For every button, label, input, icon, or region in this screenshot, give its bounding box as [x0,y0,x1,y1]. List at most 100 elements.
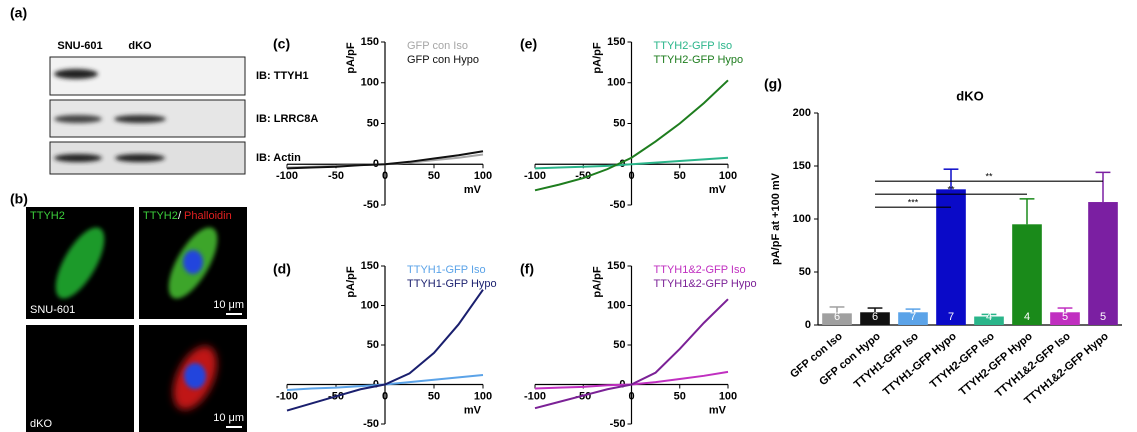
x-tick-label: 100 [719,170,737,182]
x-tick-label: 0 [382,170,388,182]
y-tick-label: 100 [793,213,811,225]
micrographs [26,207,247,432]
x-tick-label: -100 [524,170,546,182]
y-tick-label: 150 [361,36,379,48]
x-tick-label: 100 [474,170,492,182]
panel-label: (d) [273,261,291,277]
row-label: SNU-601 [30,304,75,316]
x-axis-label: mV [464,404,482,416]
band [115,154,165,162]
legend-entry: TTYH1&2-GFP Hypo [654,278,757,290]
legend-entry: TTYH1-GFP Hypo [407,278,497,290]
y-tick-label: -50 [363,199,379,211]
n-label: 7 [910,311,916,323]
y-tick-label: 50 [613,339,625,351]
significance-label: *** [908,198,919,208]
x-axis-label: mV [709,404,727,416]
y-tick-label: 50 [799,266,811,278]
y-tick-label: 100 [607,77,625,89]
y-tick-label: 50 [367,339,379,351]
x-tick-label: TTYH2-GFP Iso [928,330,997,391]
bar [1012,224,1042,325]
stain-label: Phalloidin [184,210,232,222]
significance-label: ** [985,172,993,182]
y-tick-label: -50 [610,199,626,211]
legend-entry: GFP con Iso [407,40,468,52]
y-tick-label: 100 [607,299,625,311]
panel-label: (g) [764,76,782,92]
n-label: 5 [1062,311,1068,323]
panel-label: (e) [520,36,537,52]
panel-label: (c) [273,36,290,52]
chart-title: dKO [956,88,983,103]
n-label: 4 [1024,311,1030,323]
y-tick-label: 200 [793,107,811,119]
n-label: 5 [1100,311,1106,323]
y-axis-label: pA/pF [591,266,603,297]
scale-label: 10 μm [213,299,244,311]
nucleus [183,250,203,274]
y-axis-label: pA/pF [345,266,357,297]
x-tick-label: -100 [276,170,298,182]
y-tick-label: 100 [361,299,379,311]
y-tick-label: -50 [363,418,379,430]
scale-label: 10 μm [213,412,244,424]
band [54,154,102,162]
y-tick-label: 100 [361,77,379,89]
x-tick-label: 50 [674,170,686,182]
blot-label: IB: Actin [256,152,301,164]
x-tick-label: 50 [428,170,440,182]
legend-entry: TTYH2-GFP Iso [654,40,733,52]
x-axis-label: mV [464,184,482,196]
n-label: 4 [986,311,992,323]
n-label: 6 [834,311,840,323]
band [54,69,98,79]
x-tick-label: 50 [428,390,440,402]
n-label: 6 [872,311,878,323]
panel-label: (b) [10,191,28,207]
y-tick-label: 150 [793,160,811,172]
significance-label: ** [947,185,955,195]
y-axis-label: pA/pF [345,42,357,73]
x-tick-label: 100 [719,390,737,402]
figure: (a) SNU-601 dKO IB: TTYH1 IB: LRRC8A IB:… [0,0,1137,432]
blot-label: IB: LRRC8A [256,113,318,125]
blots [50,57,245,174]
stain-label: TTYH2 [143,210,178,222]
bar [1088,202,1118,325]
legend-entry: GFP con Hypo [407,54,479,66]
nucleus [184,363,206,389]
y-tick-label: 150 [607,260,625,272]
y-tick-label: 150 [607,36,625,48]
x-tick-label: -100 [276,390,298,402]
y-tick-label: -50 [610,418,626,430]
bar [936,189,966,325]
x-tick-label: 0 [382,390,388,402]
x-tick-label: 0 [628,390,634,402]
band [114,115,166,123]
x-tick-label: 100 [474,390,492,402]
panel-label: (a) [10,5,27,21]
y-axis-label: pA/pF [591,42,603,73]
image [26,325,134,432]
y-tick-label: 0 [805,319,811,331]
x-tick-label: 0 [628,170,634,182]
y-tick-label: 150 [361,260,379,272]
x-tick-label: -100 [524,390,546,402]
legend-entry: TTYH2-GFP Hypo [654,54,744,66]
band [54,115,102,123]
x-axis-label: mV [709,184,727,196]
stain-label: TTYH2 [30,210,65,222]
legend-entry: TTYH1&2-GFP Iso [654,264,746,276]
x-tick-label: -50 [328,170,344,182]
row-label: dKO [30,418,52,430]
n-label: 7 [948,311,954,323]
blot-label: IB: TTYH1 [256,70,309,82]
y-axis-label: pA/pF at +100 mV [770,172,782,265]
x-tick-label: 50 [674,390,686,402]
lane-label: SNU-601 [57,40,102,52]
panel-label: (f) [520,261,534,277]
x-tick-label: TTYH1-GFP Iso [852,330,921,391]
y-tick-label: 50 [367,117,379,129]
lane-label: dKO [128,40,152,52]
